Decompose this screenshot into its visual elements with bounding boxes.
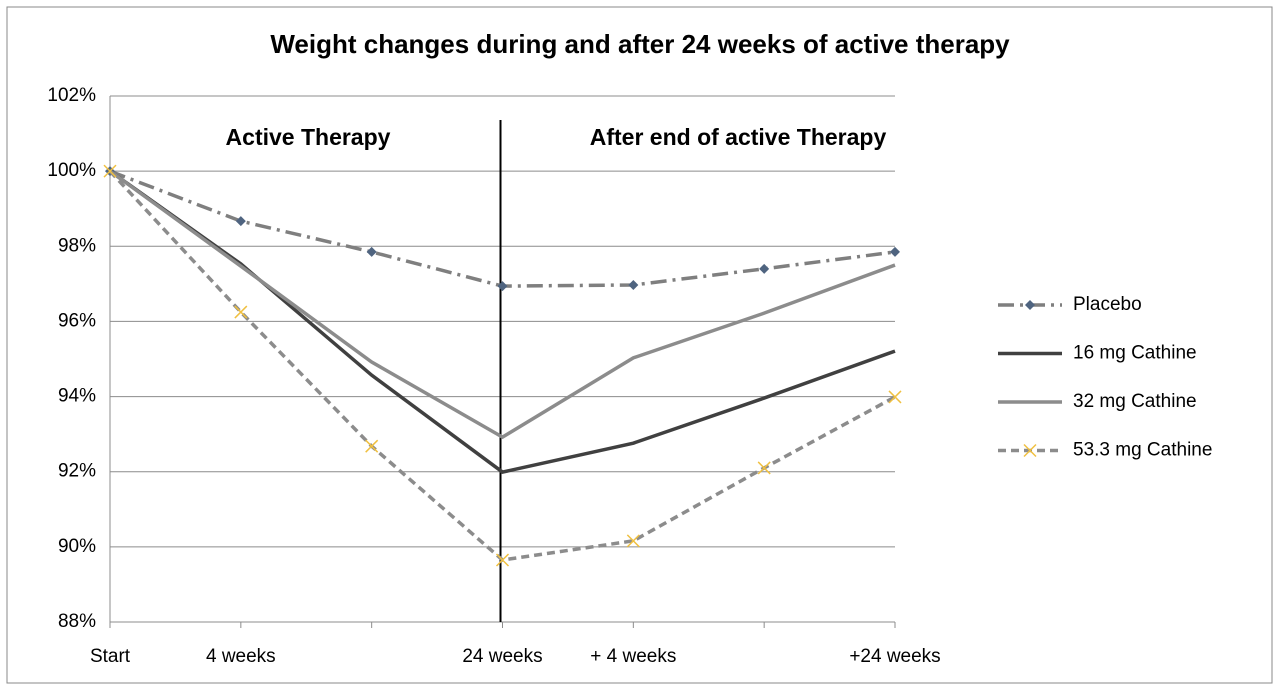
- marker: [626, 534, 640, 548]
- legend-label: 16 mg Cathine: [1073, 343, 1197, 364]
- y-tick-label: 90%: [58, 536, 96, 557]
- chart-title: Weight changes during and after 24 weeks…: [270, 29, 1010, 59]
- x-tick-label: 24 weeks: [462, 646, 542, 667]
- y-tick-label: 94%: [58, 386, 96, 407]
- x-tick-label: + 4 weeks: [590, 646, 676, 667]
- legend-label: Placebo: [1073, 294, 1142, 315]
- x-tick-label: 4 weeks: [206, 646, 276, 667]
- legend-label: 32 mg Cathine: [1073, 391, 1197, 412]
- y-tick-label: 92%: [58, 461, 96, 482]
- annotation: Active Therapy: [226, 124, 391, 150]
- y-tick-label: 102%: [47, 85, 96, 106]
- marker: [365, 439, 379, 453]
- marker: [497, 281, 508, 292]
- marker: [1023, 443, 1037, 458]
- series-line: [108, 169, 896, 440]
- marker: [103, 164, 117, 178]
- marker: [757, 461, 771, 475]
- x-tick-label: Start: [90, 646, 131, 667]
- chart-border: [6, 6, 1273, 684]
- annotation: After end of active Therapy: [590, 124, 887, 150]
- marker: [628, 279, 639, 290]
- legend-label: 53.3 mg Cathine: [1073, 440, 1212, 461]
- marker: [235, 216, 246, 227]
- y-tick-label: 98%: [58, 235, 96, 256]
- x-tick-label: +24 weeks: [849, 646, 940, 667]
- series-line: [108, 169, 896, 474]
- marker: [366, 246, 377, 257]
- marker: [234, 305, 248, 319]
- marker: [890, 246, 900, 257]
- marker: [1025, 300, 1035, 310]
- y-tick-label: 96%: [58, 310, 96, 331]
- y-tick-label: 88%: [58, 611, 96, 632]
- marker: [888, 390, 902, 404]
- marker: [759, 263, 770, 274]
- y-tick-label: 100%: [47, 160, 96, 181]
- marker: [495, 553, 510, 567]
